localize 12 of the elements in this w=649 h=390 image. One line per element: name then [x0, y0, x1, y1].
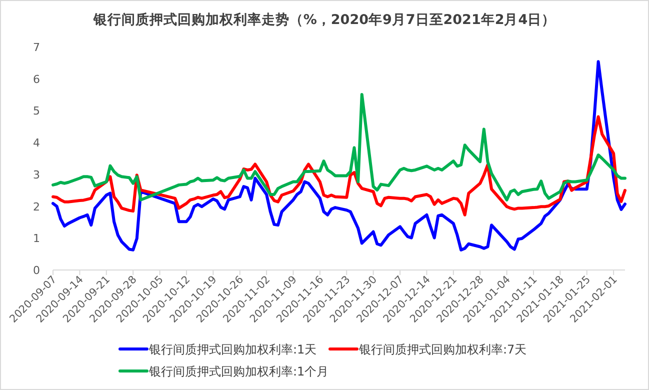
legend-label: 银行间质押式回购加权利率:7天	[358, 342, 527, 356]
y-tick-label: 2	[33, 200, 40, 214]
y-tick-label: 5	[33, 104, 40, 118]
y-tick-label: 1	[33, 232, 40, 246]
legend-label: 银行间质押式回购加权利率:1天	[148, 342, 317, 356]
chart-title: 银行间质押式回购加权利率走势（%，2020年9月7日至2021年2月4日）	[92, 11, 556, 28]
y-tick-label: 7	[33, 41, 40, 54]
y-tick-label: 4	[33, 136, 40, 150]
y-tick-label: 3	[33, 168, 40, 182]
legend-label: 银行间质押式回购加权利率:1个月	[148, 364, 329, 378]
y-tick-label: 0	[33, 264, 40, 277]
y-tick-label: 6	[33, 72, 40, 86]
